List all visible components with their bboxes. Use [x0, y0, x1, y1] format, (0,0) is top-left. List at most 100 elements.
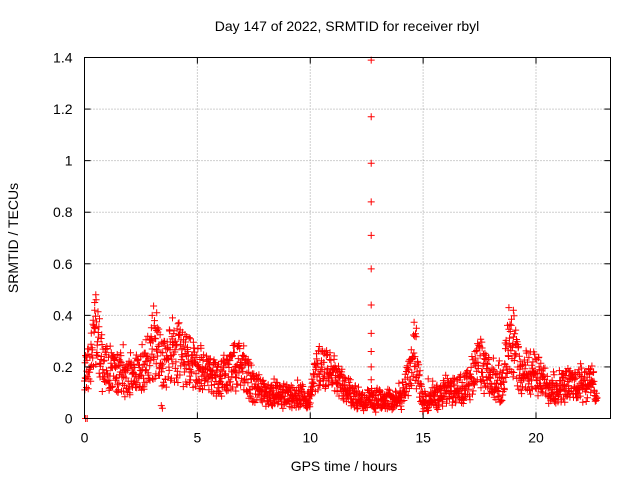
data-point	[588, 362, 596, 370]
data-point	[168, 355, 176, 363]
data-point	[577, 360, 585, 368]
data-point	[483, 360, 491, 367]
data-point	[247, 361, 255, 369]
data-point	[169, 314, 176, 322]
data-point	[557, 386, 565, 393]
data-point	[449, 398, 456, 406]
data-point	[185, 334, 193, 342]
data-point	[106, 342, 114, 350]
data-point	[404, 392, 412, 400]
data-point	[590, 377, 598, 385]
data-point	[523, 349, 531, 357]
data-point	[153, 309, 161, 317]
data-point	[367, 301, 375, 309]
data-point	[367, 113, 375, 121]
data-point	[91, 325, 99, 333]
data-point	[494, 393, 502, 401]
data-point	[94, 352, 102, 360]
data-point	[159, 364, 167, 372]
data-point	[84, 385, 92, 393]
data-point	[89, 316, 97, 324]
data-point	[308, 392, 316, 400]
data-point	[412, 333, 420, 341]
data-point	[148, 345, 156, 353]
data-point	[150, 355, 158, 363]
data-point	[148, 311, 156, 319]
data-point	[94, 338, 101, 346]
data-point	[404, 365, 412, 373]
data-point	[397, 402, 405, 410]
data-point	[534, 392, 542, 400]
data-point	[94, 308, 102, 316]
data-point	[367, 159, 375, 167]
data-point	[100, 356, 108, 364]
data-point	[338, 365, 346, 373]
data-point	[500, 386, 508, 394]
data-point	[232, 374, 240, 382]
data-point	[572, 374, 580, 382]
data-point	[294, 376, 302, 384]
data-point	[127, 349, 134, 357]
data-point	[442, 371, 450, 379]
data-point	[506, 320, 514, 328]
data-point	[235, 339, 243, 347]
y-tick-label: 0	[65, 411, 73, 427]
data-point	[162, 383, 170, 391]
data-point	[593, 394, 601, 402]
data-point	[559, 394, 567, 402]
data-point	[499, 366, 507, 374]
data-point	[409, 373, 417, 381]
data-point	[226, 378, 234, 386]
y-tick-label: 1.4	[53, 50, 73, 66]
data-point	[259, 379, 267, 387]
data-point	[174, 320, 182, 328]
x-tick-label: 10	[302, 430, 318, 446]
data-point	[582, 398, 590, 405]
data-point	[234, 380, 242, 388]
y-axis-label: SRMTID / TECUs	[5, 183, 21, 293]
data-point	[156, 331, 164, 339]
data-point	[537, 359, 545, 367]
data-point	[151, 317, 158, 325]
data-point	[367, 265, 375, 273]
chart-title: Day 147 of 2022, SRMTID for receiver rby…	[215, 18, 480, 34]
data-point	[507, 347, 515, 355]
data-point	[189, 338, 197, 346]
data-point	[181, 331, 189, 339]
data-point	[95, 369, 103, 377]
data-point	[367, 376, 375, 384]
data-point	[238, 364, 246, 372]
data-point	[142, 366, 150, 374]
data-point	[367, 348, 375, 355]
data-point	[495, 357, 503, 365]
data-point	[96, 359, 104, 367]
data-point	[589, 381, 597, 388]
data-point	[515, 343, 522, 351]
data-point	[313, 355, 321, 363]
data-point	[457, 371, 465, 379]
data-point	[266, 396, 274, 404]
y-tick-label: 1	[65, 153, 73, 169]
data-point	[117, 352, 125, 360]
data-point	[180, 368, 188, 376]
data-point	[152, 335, 160, 343]
data-point	[477, 384, 485, 392]
data-point	[450, 380, 458, 388]
data-point	[491, 371, 499, 379]
data-point	[158, 382, 166, 390]
data-point	[471, 354, 479, 362]
x-axis-label: GPS time / hours	[291, 458, 398, 474]
data-point	[467, 373, 475, 381]
data-point	[525, 353, 533, 361]
data-point	[372, 408, 380, 416]
data-point	[412, 330, 419, 338]
data-point	[395, 379, 403, 387]
data-point	[346, 376, 354, 384]
data-point	[510, 357, 518, 364]
data-point	[406, 359, 414, 367]
data-point	[138, 341, 146, 349]
data-point	[237, 381, 245, 389]
data-point	[397, 406, 405, 413]
